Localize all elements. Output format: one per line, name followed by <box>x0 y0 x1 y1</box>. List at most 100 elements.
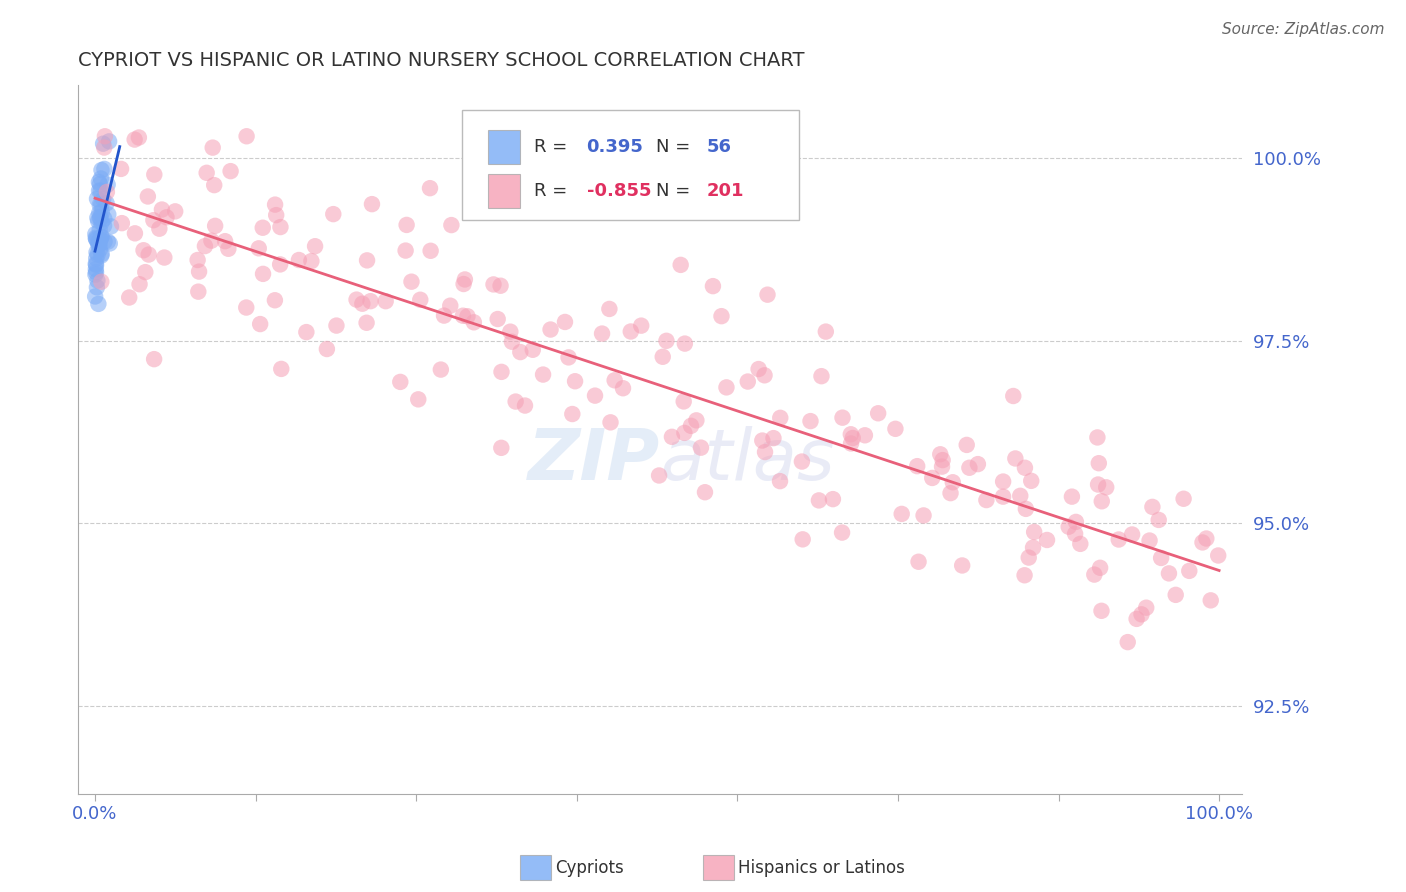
Point <box>132 244 155 258</box>
Point <box>86 245 108 260</box>
Point <box>482 277 505 292</box>
Point <box>991 490 1014 504</box>
Point <box>1135 600 1157 615</box>
Point <box>1116 635 1139 649</box>
Point <box>931 459 953 474</box>
Point <box>264 293 287 308</box>
Point <box>84 268 107 282</box>
Point <box>1057 520 1080 534</box>
Point <box>87 235 110 249</box>
Point <box>1095 480 1118 494</box>
Point <box>756 287 779 301</box>
Point <box>531 368 554 382</box>
Point <box>90 275 112 289</box>
Point <box>93 211 115 226</box>
Point <box>769 410 792 425</box>
Point <box>87 297 110 311</box>
Point <box>1090 604 1112 618</box>
Point <box>90 229 112 244</box>
Point <box>188 264 211 278</box>
Point <box>155 211 177 225</box>
Text: N =: N = <box>657 182 696 200</box>
Point <box>1010 489 1032 503</box>
Point <box>91 192 114 206</box>
Point <box>356 253 378 268</box>
Point <box>395 218 418 232</box>
Point <box>839 427 862 442</box>
Point <box>912 508 935 523</box>
Point <box>821 492 844 507</box>
Point <box>1150 551 1173 566</box>
Point <box>463 315 485 329</box>
Point <box>751 434 773 448</box>
Point <box>87 175 110 189</box>
Point <box>976 493 998 508</box>
Point <box>394 244 416 258</box>
Point <box>249 317 271 331</box>
Text: CYPRIOT VS HISPANIC OR LATINO NURSERY SCHOOL CORRELATION CHART: CYPRIOT VS HISPANIC OR LATINO NURSERY SC… <box>79 51 804 70</box>
Point <box>325 318 347 333</box>
Point <box>264 197 287 211</box>
Point <box>195 166 218 180</box>
Point <box>295 325 318 339</box>
Point <box>201 140 224 154</box>
Text: R =: R = <box>534 138 574 156</box>
Point <box>1125 612 1147 626</box>
Point <box>1014 460 1036 475</box>
Text: 56: 56 <box>706 138 731 156</box>
Point <box>98 236 121 251</box>
Point <box>87 237 110 252</box>
Point <box>269 220 291 235</box>
Point <box>685 413 707 427</box>
Point <box>931 453 953 467</box>
Point <box>89 198 111 212</box>
Point <box>454 272 477 286</box>
Point <box>1130 607 1153 622</box>
Point <box>97 235 120 249</box>
Point <box>991 475 1014 489</box>
Point <box>360 294 382 309</box>
Point <box>612 381 634 395</box>
Point <box>87 236 110 251</box>
Point <box>1069 537 1091 551</box>
Point <box>389 375 412 389</box>
Point <box>86 274 108 288</box>
Point <box>202 178 225 193</box>
Point <box>1015 501 1038 516</box>
Point <box>453 277 475 291</box>
Point <box>769 474 792 488</box>
Point <box>513 399 536 413</box>
Point <box>672 394 695 409</box>
Point <box>884 422 907 436</box>
Point <box>84 265 107 279</box>
Point <box>409 293 432 307</box>
Point <box>84 231 107 245</box>
Point <box>111 216 134 230</box>
Point <box>1024 524 1046 539</box>
Point <box>1088 561 1111 575</box>
Point <box>430 362 453 376</box>
Point <box>1064 515 1087 529</box>
Point <box>853 428 876 442</box>
Point <box>598 301 620 316</box>
Point <box>150 202 173 217</box>
Point <box>620 325 643 339</box>
Bar <box>488 130 520 164</box>
Point <box>661 430 683 444</box>
Point <box>134 265 156 279</box>
Point <box>361 197 384 211</box>
Point <box>187 252 209 267</box>
Point <box>84 258 107 272</box>
Point <box>456 310 478 324</box>
Point <box>702 279 724 293</box>
Point <box>90 171 112 186</box>
Point <box>84 289 107 303</box>
Point <box>583 389 606 403</box>
Point <box>810 369 832 384</box>
Text: Hispanics or Latinos: Hispanics or Latinos <box>738 859 905 877</box>
Text: atlas: atlas <box>659 426 835 495</box>
Point <box>86 280 108 294</box>
Point <box>491 365 513 379</box>
Point <box>907 555 929 569</box>
Point <box>356 316 378 330</box>
